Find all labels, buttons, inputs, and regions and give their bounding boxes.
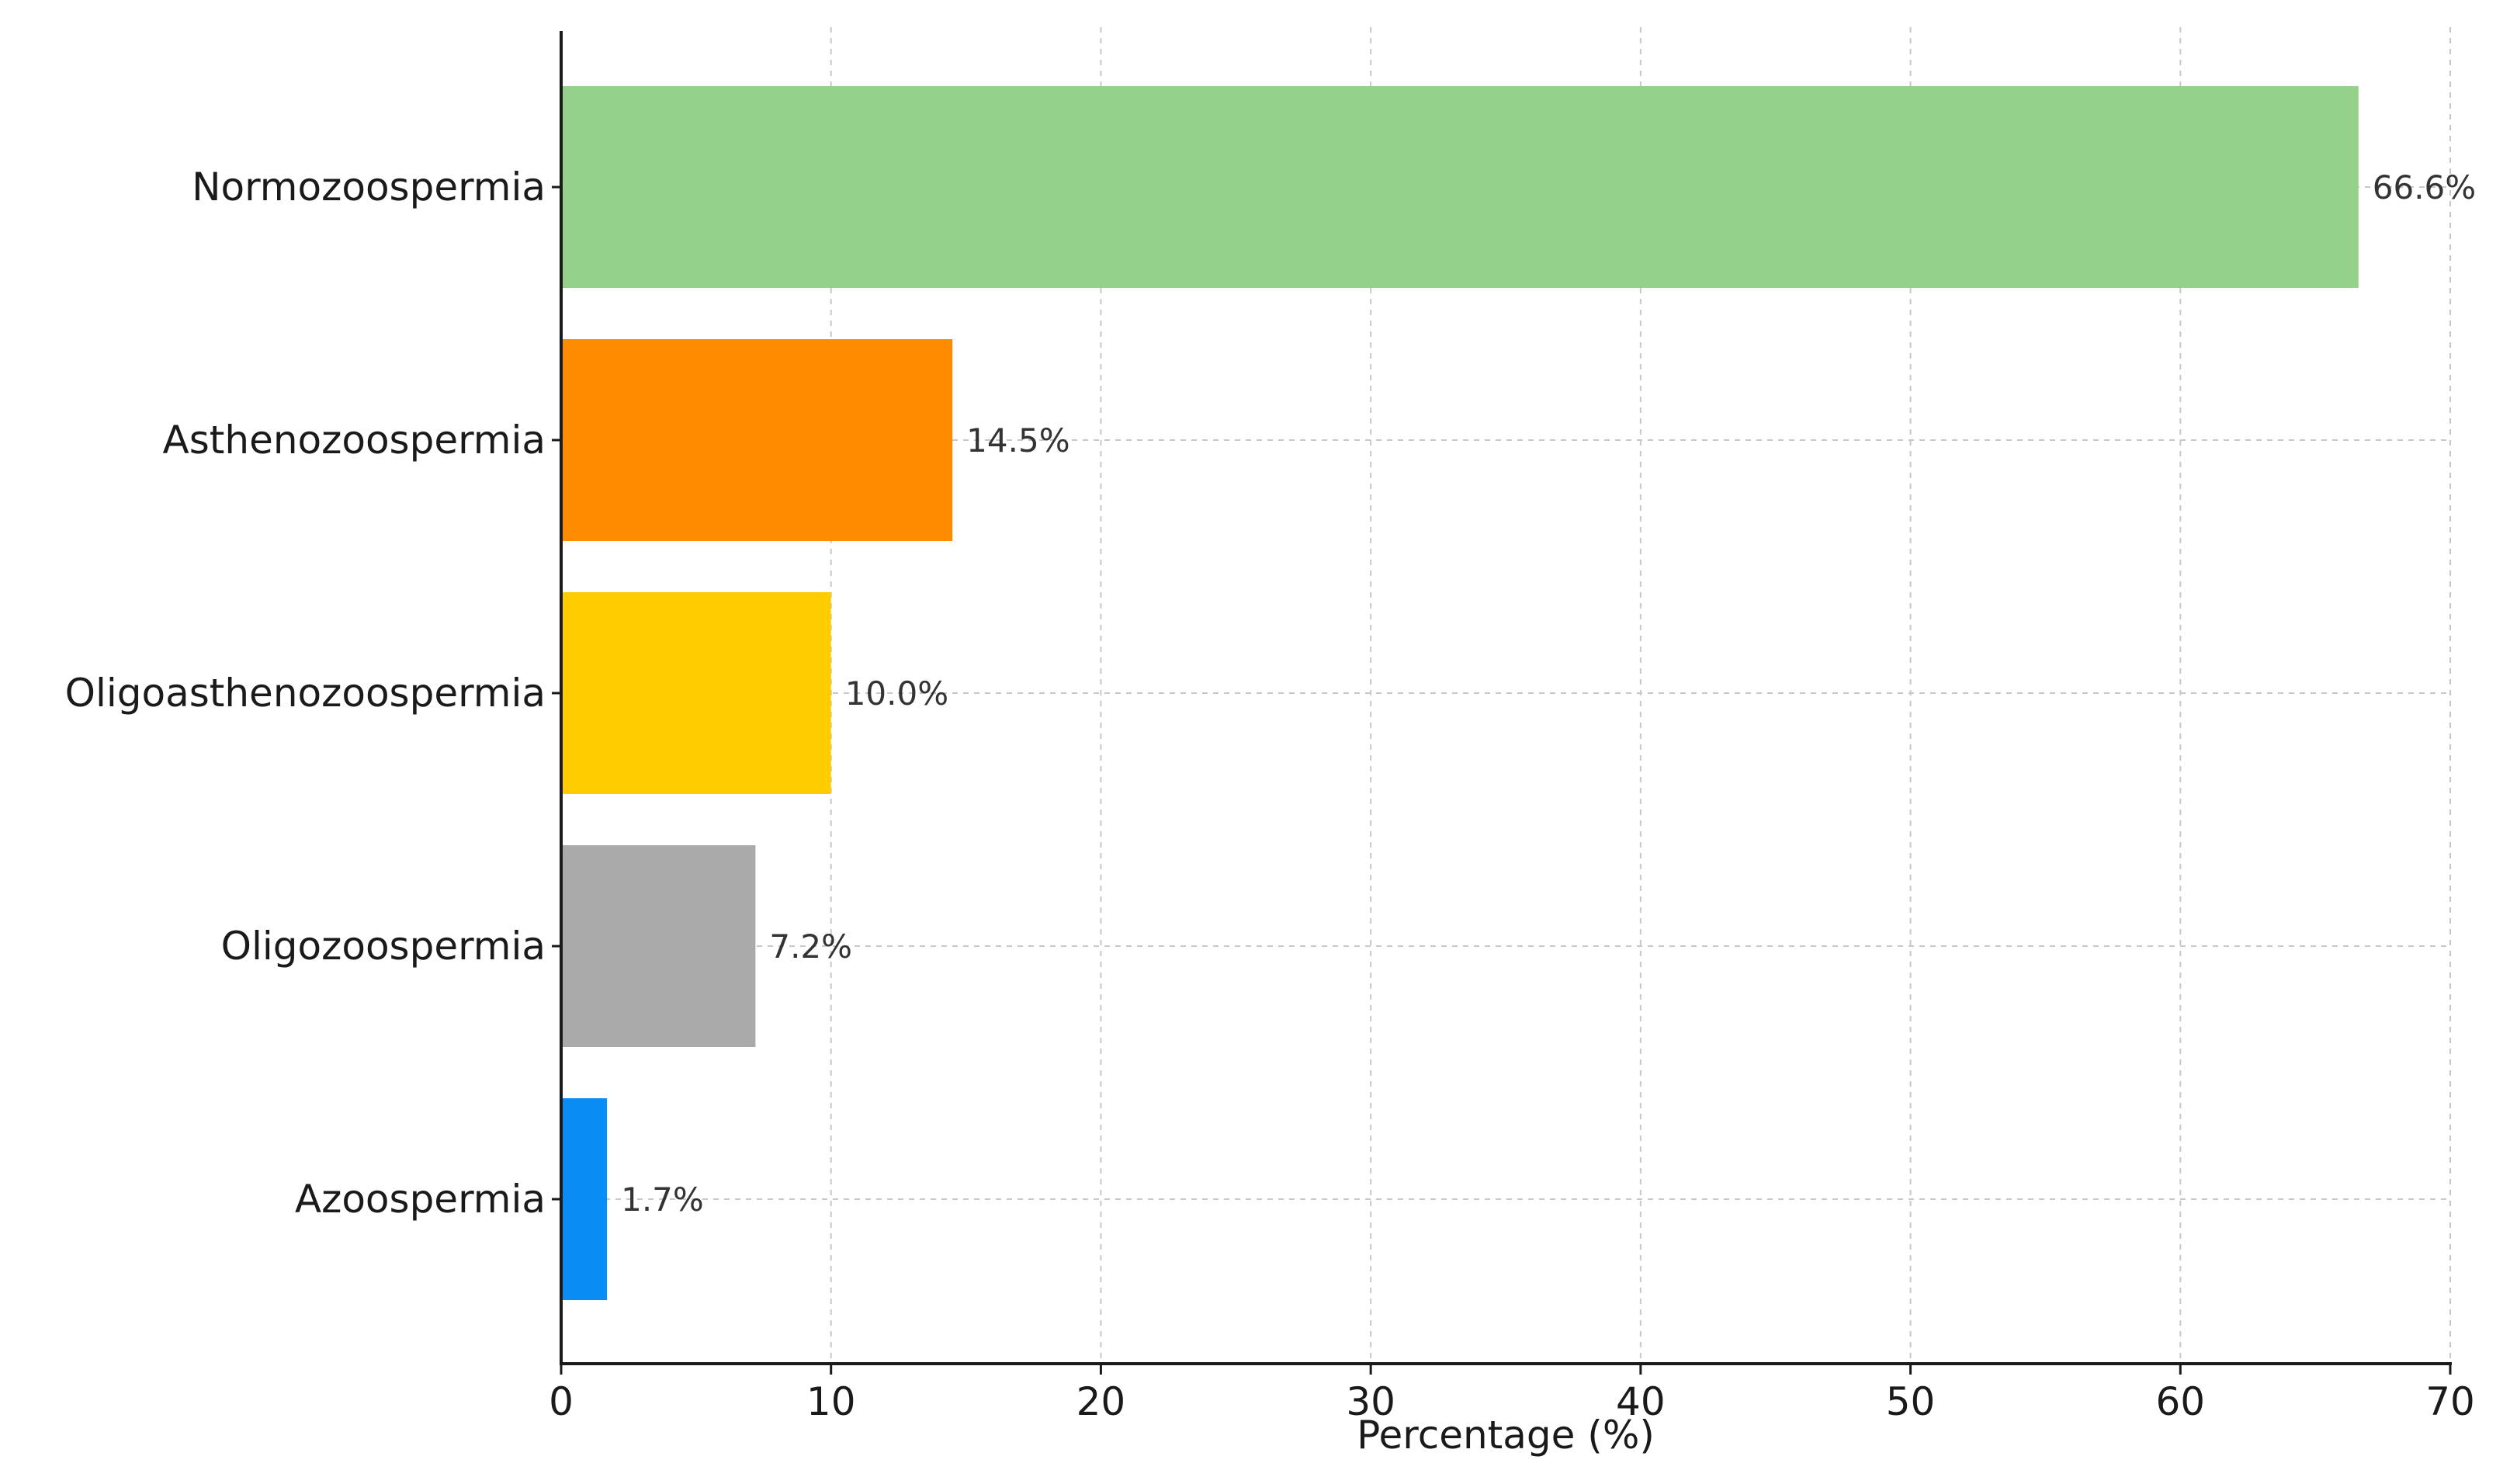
x-tick-label: 40 [1616,1379,1666,1424]
bar-normozoospermia [561,86,2359,288]
value-label-oligoasthenozoospermia: 10.0% [845,674,948,713]
y-tick-label-asthenozoospermia: Asthenozoospermia [163,418,546,463]
x-tick-label: 60 [2155,1379,2205,1424]
y-tick-label-azoospermia: Azoospermia [295,1177,546,1222]
x-tick-label: 0 [549,1379,574,1424]
bar-oligoasthenozoospermia [561,592,831,794]
axes [552,31,2452,1375]
y-tick-label-normozoospermia: Normozoospermia [192,165,546,210]
x-tick-label: 70 [2425,1379,2475,1424]
value-label-normozoospermia: 66.6% [2373,168,2476,206]
x-tick-label: 30 [1346,1379,1395,1424]
y-tick-label-oligozoospermia: Oligozoospermia [221,924,546,969]
value-label-oligozoospermia: 7.2% [769,928,852,966]
x-axis-title: Percentage (%) [1357,1413,1655,1458]
value-label-azoospermia: 1.7% [621,1181,704,1219]
bar-azoospermia [561,1098,608,1300]
x-tick-label: 50 [1886,1379,1936,1424]
value-label-asthenozoospermia: 14.5% [966,421,1069,459]
bar-asthenozoospermia [561,339,953,541]
y-tick-label-oligoasthenozoospermia: Oligoasthenozoospermia [65,671,546,716]
x-tick-label: 10 [806,1379,856,1424]
x-tick-label: 20 [1076,1379,1126,1424]
labels: Normozoospermia 66.6% Asthenozoospermia 14.… [65,165,2477,1424]
bar-oligozoospermia [561,845,756,1047]
bars [561,86,2359,1300]
